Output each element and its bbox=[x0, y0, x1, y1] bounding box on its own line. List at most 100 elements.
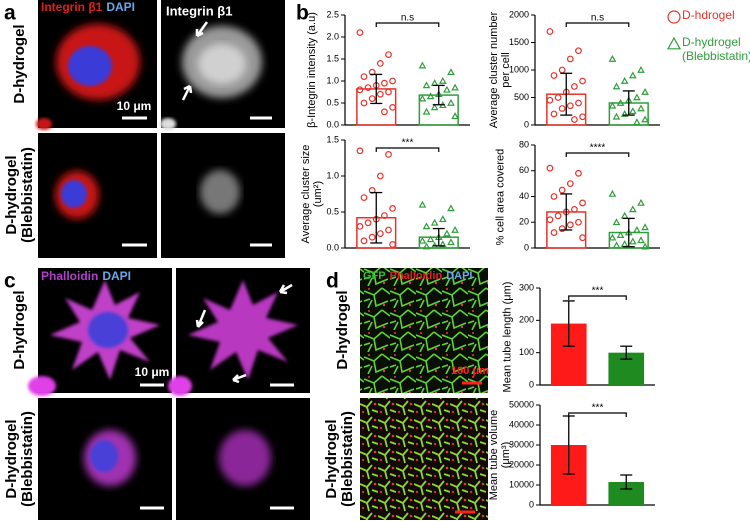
marker bbox=[633, 225, 641, 233]
significance-label: *** bbox=[592, 403, 604, 414]
marker bbox=[422, 242, 431, 250]
marker bbox=[637, 104, 645, 112]
y-tick-label: 2.5 bbox=[326, 9, 339, 19]
marker bbox=[571, 116, 578, 123]
marker bbox=[430, 79, 439, 87]
y-tick-label: 80 bbox=[519, 139, 529, 149]
marker bbox=[558, 105, 566, 112]
marker bbox=[422, 107, 431, 115]
marker bbox=[546, 164, 554, 172]
marker bbox=[641, 115, 649, 123]
y-axis-label: β-Integrin intensity (a.u) bbox=[305, 12, 318, 128]
marker bbox=[554, 212, 562, 220]
marker bbox=[612, 112, 621, 120]
marker bbox=[667, 10, 681, 24]
y-tick-label: 200 bbox=[519, 315, 534, 325]
panel-a-images bbox=[36, 0, 285, 258]
row-label: D-hydrogel bbox=[333, 290, 351, 370]
y-tick-label: 0.5 bbox=[326, 97, 339, 107]
y-tick-label: 0 bbox=[529, 379, 534, 389]
marker bbox=[447, 238, 455, 246]
marker bbox=[554, 94, 562, 101]
channel-label: DAPI bbox=[106, 0, 135, 14]
y-axis-label: Mean tube length (μm) bbox=[500, 281, 513, 392]
row-label: D-hydrogel bbox=[10, 24, 28, 104]
channel-label: Integrin β1 bbox=[41, 0, 103, 14]
marker bbox=[389, 240, 396, 248]
y-tick-label: 100 bbox=[519, 347, 534, 357]
marker bbox=[368, 95, 376, 102]
y-tick-label: 60 bbox=[519, 165, 529, 175]
marker bbox=[376, 90, 384, 98]
marker bbox=[558, 66, 566, 74]
significance-label: n.s bbox=[591, 13, 604, 24]
marker bbox=[579, 199, 586, 207]
marker bbox=[612, 82, 621, 90]
marker bbox=[546, 28, 554, 35]
y-tick-label: 0 bbox=[524, 242, 529, 252]
marker bbox=[550, 72, 558, 79]
marker bbox=[608, 233, 617, 241]
marker bbox=[546, 96, 554, 104]
marker bbox=[579, 234, 586, 242]
y-tick-label: 0 bbox=[529, 499, 534, 509]
y-tick-label: 40000 bbox=[509, 419, 534, 429]
marker bbox=[550, 193, 558, 200]
significance-bracket bbox=[375, 147, 440, 152]
marker bbox=[558, 186, 566, 194]
marker bbox=[575, 47, 582, 55]
marker bbox=[430, 103, 439, 111]
scale-label: 10 μm bbox=[135, 365, 170, 379]
marker bbox=[447, 204, 455, 212]
marker bbox=[360, 194, 368, 202]
marker bbox=[566, 180, 574, 188]
marker bbox=[385, 150, 392, 158]
y-tick-label: 40 bbox=[519, 191, 529, 201]
marker bbox=[389, 103, 396, 111]
marker bbox=[620, 240, 629, 247]
marker bbox=[447, 68, 455, 76]
marker bbox=[620, 109, 629, 117]
marker bbox=[368, 233, 376, 241]
marker bbox=[637, 65, 645, 73]
panel-label: b bbox=[296, 2, 309, 25]
significance-bracket bbox=[568, 295, 627, 300]
marker bbox=[426, 235, 435, 243]
marker bbox=[550, 229, 558, 236]
marker bbox=[579, 113, 586, 121]
y-axis-label: % cell area covered bbox=[493, 148, 506, 245]
legend-label: D-hydrogel (Blebbistatin) bbox=[682, 35, 750, 63]
y-axis-label: Average cluster size (um²) bbox=[299, 144, 324, 244]
marker bbox=[385, 51, 392, 58]
marker bbox=[608, 54, 617, 62]
marker bbox=[629, 71, 637, 79]
marker bbox=[546, 216, 554, 224]
marker bbox=[443, 85, 451, 93]
significance-bracket bbox=[568, 412, 627, 417]
y-tick-label: 50000 bbox=[509, 399, 534, 409]
marker bbox=[612, 241, 621, 249]
marker bbox=[575, 99, 582, 107]
marker bbox=[439, 76, 447, 84]
marker bbox=[360, 73, 368, 80]
marker bbox=[616, 98, 625, 106]
marker bbox=[558, 225, 566, 233]
marker bbox=[566, 102, 574, 110]
marker bbox=[571, 83, 578, 90]
marker bbox=[633, 93, 641, 101]
marker bbox=[451, 225, 459, 233]
significance-bracket bbox=[375, 22, 440, 27]
marker bbox=[356, 29, 364, 36]
y-tick-label: 1.0 bbox=[326, 170, 339, 180]
marker bbox=[439, 215, 447, 223]
y-tick-label: 2.0 bbox=[326, 31, 339, 41]
row-label: D-hydrogel (Blebbistatin) bbox=[2, 411, 37, 507]
channel-label: Phalloidin bbox=[390, 270, 443, 282]
marker bbox=[360, 237, 368, 245]
marker bbox=[422, 81, 431, 89]
marker bbox=[443, 229, 451, 237]
marker bbox=[641, 223, 649, 231]
marker bbox=[447, 98, 455, 106]
y-tick-label: 2000 bbox=[509, 9, 529, 19]
panel-label: c bbox=[4, 270, 16, 293]
